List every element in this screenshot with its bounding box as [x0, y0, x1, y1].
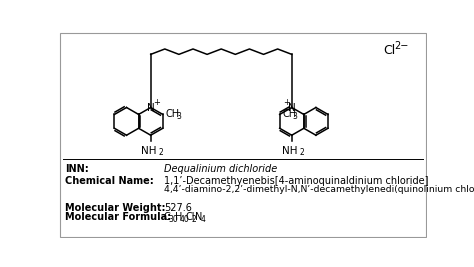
Text: 2: 2	[158, 148, 163, 157]
Text: Cl: Cl	[186, 212, 195, 222]
Text: Chemical Name:: Chemical Name:	[65, 176, 154, 186]
Text: 2: 2	[300, 148, 304, 157]
Text: +: +	[153, 98, 160, 107]
Text: N: N	[147, 103, 155, 113]
Text: 2−: 2−	[394, 41, 409, 51]
Text: +: +	[283, 98, 290, 107]
Text: Molecular Weight:: Molecular Weight:	[65, 203, 166, 213]
Text: NH: NH	[141, 146, 157, 156]
Text: 1,1’-Decamethyenebis[4-aminoquinaldinium chloride]: 1,1’-Decamethyenebis[4-aminoquinaldinium…	[164, 176, 428, 186]
Text: 527.6: 527.6	[164, 203, 192, 213]
Text: Molecular Formula:: Molecular Formula:	[65, 212, 172, 222]
Text: 4,4’-diamino-2,2’-dimethyl-N,N’-decamethylenedi(quinolinium chloride): 4,4’-diamino-2,2’-dimethyl-N,N’-decameth…	[164, 184, 474, 194]
Text: INN:: INN:	[65, 164, 89, 174]
Text: 3: 3	[293, 112, 298, 121]
Text: N: N	[195, 212, 202, 222]
Text: N: N	[288, 103, 296, 113]
Text: Dequalinium dichloride: Dequalinium dichloride	[164, 164, 277, 174]
Text: 40: 40	[179, 214, 189, 223]
Text: CH: CH	[166, 109, 180, 119]
Text: 2: 2	[192, 214, 197, 223]
Text: 4: 4	[201, 214, 205, 223]
Text: 3: 3	[176, 112, 181, 121]
Text: CH: CH	[283, 109, 297, 119]
Text: 30: 30	[169, 214, 178, 223]
Text: NH: NH	[283, 146, 298, 156]
Text: Cl: Cl	[383, 44, 395, 57]
Text: C: C	[164, 212, 171, 222]
Text: H: H	[175, 212, 182, 222]
